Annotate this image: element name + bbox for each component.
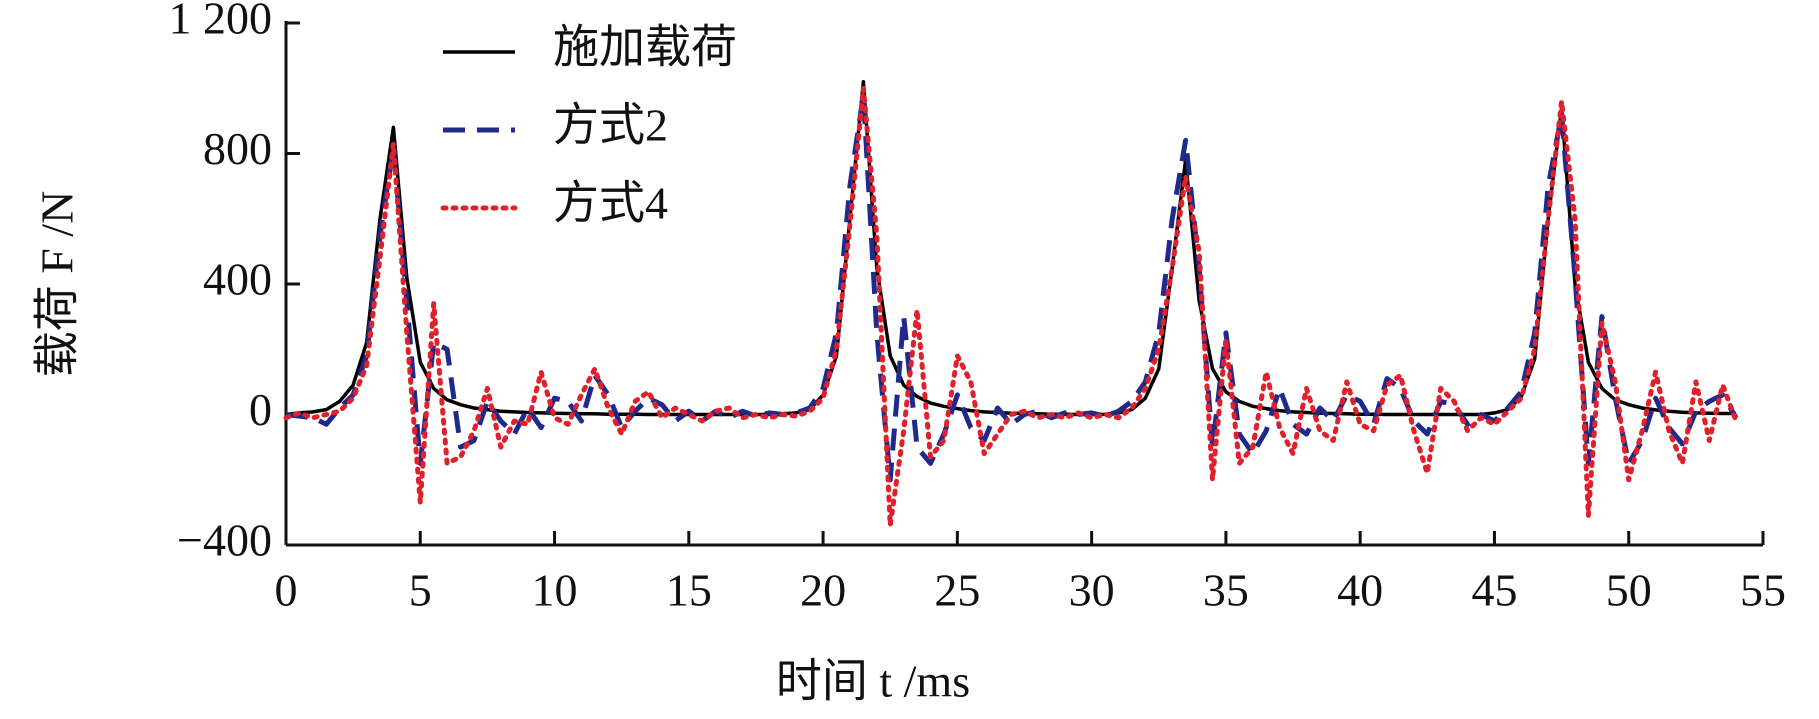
- x-tick-label: 55: [1740, 565, 1786, 616]
- x-tick-label: 20: [800, 565, 846, 616]
- x-tick-label: 0: [275, 565, 298, 616]
- x-tick-label: 15: [666, 565, 712, 616]
- x-axis-label: 时间 t /ms: [776, 656, 970, 707]
- x-tick-label: 10: [532, 565, 578, 616]
- x-tick-label: 50: [1606, 565, 1652, 616]
- y-tick-label: 800: [203, 123, 272, 174]
- y-tick-label: 0: [249, 384, 272, 435]
- x-tick-label: 25: [934, 565, 980, 616]
- x-tick-label: 40: [1337, 565, 1383, 616]
- x-tick-label: 5: [409, 565, 432, 616]
- line-series: [283, 85, 1739, 528]
- line-series: [285, 92, 1739, 483]
- y-tick-label: 400: [203, 254, 272, 305]
- legend-label: 施加载荷: [553, 22, 737, 73]
- y-axis-label: 载荷 F /N: [32, 191, 83, 378]
- x-tick-label: 35: [1203, 565, 1249, 616]
- line-series: [285, 79, 1737, 417]
- y-tick-label: −400: [177, 515, 272, 566]
- legend-label: 方式2: [553, 100, 668, 151]
- legend-label: 方式4: [553, 178, 668, 229]
- x-tick-label: 45: [1471, 565, 1517, 616]
- y-tick-label: 1 200: [169, 0, 273, 44]
- x-tick-label: 30: [1069, 565, 1115, 616]
